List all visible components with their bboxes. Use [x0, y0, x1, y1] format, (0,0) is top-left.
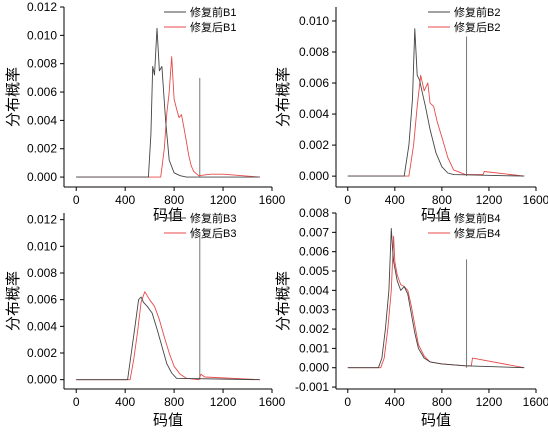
y-tick-label: 0.004 [299, 283, 329, 297]
y-axis-title: 分布概率 [275, 67, 292, 127]
x-tick-label: 1600 [259, 395, 286, 409]
subplot-1: 0.000 0.002 0.004 0.006 0.008 0.010 0.012 0 400 8… [5, 0, 286, 224]
y-tick-label: 0.003 [299, 303, 329, 317]
series-line-before [347, 28, 525, 177]
y-tick-label: 0.012 [27, 0, 57, 14]
x-tick-label: 1600 [523, 395, 548, 409]
subplot-4: -0.001 0.000 0.001 0.002 0.003 0.004 0.005 0.00… [275, 206, 548, 429]
y-tick-label: 0.004 [27, 113, 57, 127]
y-tick-label: 0.006 [27, 85, 57, 99]
series-line-before [76, 27, 260, 178]
x-tick-label: 800 [432, 395, 452, 409]
x-tick-label: 1200 [210, 395, 237, 409]
x-tick-label: 400 [115, 395, 135, 409]
y-tick-label: 0.000 [27, 170, 57, 184]
legend-label-after: 修复后B1 [190, 20, 236, 34]
y-tick-label: 0.002 [299, 322, 329, 336]
y-tick-label: 0.004 [27, 319, 57, 333]
x-axis-title: 码值 [421, 412, 451, 429]
x-tick-label: 1600 [259, 193, 286, 207]
y-tick-label: 0.008 [27, 57, 57, 71]
y-tick-label: 0.005 [299, 264, 329, 278]
y-tick-label: 0.006 [27, 293, 57, 307]
legend-label-before: 修复前B1 [190, 5, 236, 19]
x-axis-title: 码值 [153, 412, 183, 429]
y-tick-label: 0.008 [299, 206, 329, 220]
x-tick-label: 0 [344, 193, 351, 207]
y-tick-label: 0.010 [27, 239, 57, 253]
y-axis-title: 分布概率 [5, 271, 22, 331]
x-tick-label: 400 [115, 193, 135, 207]
y-tick-label: -0.001 [295, 380, 329, 394]
y-tick-label: 0.008 [299, 45, 329, 59]
y-tick-label: 0.001 [299, 341, 329, 355]
y-tick-label: 0.004 [299, 107, 329, 121]
series-line-after [347, 74, 525, 177]
x-tick-label: 400 [385, 395, 405, 409]
y-tick-label: 0.006 [299, 245, 329, 259]
subplot-3: 0.000 0.002 0.004 0.006 0.008 0.010 0.012 0 400 8… [5, 211, 286, 429]
x-axis-title: 码值 [153, 207, 183, 224]
legend-label-after: 修复后B3 [190, 226, 236, 240]
x-tick-label: 800 [432, 193, 452, 207]
y-tick-label: 0.008 [27, 266, 57, 280]
x-tick-label: 1200 [210, 193, 237, 207]
series-line-after [76, 56, 260, 178]
series-line-after [347, 235, 525, 369]
x-tick-label: 800 [164, 193, 184, 207]
legend-label-after: 修复后B4 [454, 226, 500, 240]
y-tick-label: 0.006 [299, 76, 329, 90]
y-tick-label: 0.000 [299, 361, 329, 375]
subplot-2: 0.000 0.002 0.004 0.006 0.008 0.010 0 400 800 120… [275, 5, 548, 224]
x-tick-label: 800 [164, 395, 184, 409]
y-axis-title: 分布概率 [275, 271, 292, 331]
x-tick-label: 0 [344, 395, 351, 409]
x-tick-label: 0 [73, 193, 80, 207]
y-tick-label: 0.002 [27, 346, 57, 360]
y-tick-label: 0.010 [299, 14, 329, 28]
y-tick-label: 0.000 [299, 169, 329, 183]
x-tick-label: 0 [73, 395, 80, 409]
y-tick-label: 0.012 [27, 213, 57, 227]
y-tick-label: 0.010 [27, 28, 57, 42]
y-tick-label: 0.002 [299, 138, 329, 152]
legend-label-after: 修复后B2 [454, 20, 500, 34]
legend-label-before: 修复前B2 [454, 5, 500, 19]
legend-label-before: 修复前B3 [190, 211, 236, 225]
x-tick-label: 1200 [476, 395, 503, 409]
y-tick-label: 0.000 [27, 373, 57, 387]
series-line-before [347, 228, 525, 369]
x-tick-label: 1600 [523, 193, 548, 207]
x-tick-label: 1200 [476, 193, 503, 207]
legend-label-before: 修复前B4 [454, 211, 500, 225]
x-tick-label: 400 [385, 193, 405, 207]
y-tick-label: 0.007 [299, 225, 329, 239]
series-line-before [76, 296, 260, 381]
x-axis-title: 码值 [421, 207, 451, 224]
y-tick-label: 0.002 [27, 142, 57, 156]
y-axis-title: 分布概率 [5, 67, 22, 127]
